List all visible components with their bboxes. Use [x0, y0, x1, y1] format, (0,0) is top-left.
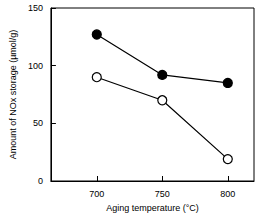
svg-text:Amount of NOx storage (µmol/g): Amount of NOx storage (µmol/g): [8, 30, 18, 160]
svg-text:750: 750: [155, 189, 170, 199]
svg-text:700: 700: [89, 189, 104, 199]
svg-text:50: 50: [33, 118, 43, 128]
svg-text:0: 0: [38, 176, 43, 186]
svg-text:100: 100: [28, 61, 43, 71]
svg-text:800: 800: [220, 189, 235, 199]
svg-text:150: 150: [28, 3, 43, 13]
svg-text:Aging temperature (°C): Aging temperature (°C): [106, 203, 199, 213]
